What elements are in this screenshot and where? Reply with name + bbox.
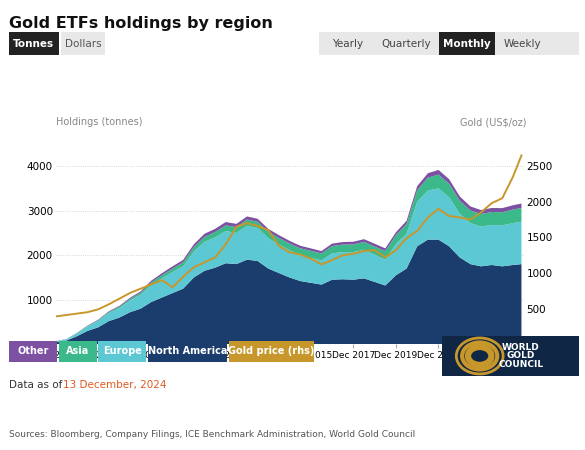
Bar — [229, 341, 314, 362]
Text: Quarterly: Quarterly — [381, 39, 431, 49]
Text: Data as of: Data as of — [9, 380, 66, 390]
Bar — [439, 32, 495, 55]
Text: Monthly: Monthly — [443, 39, 491, 49]
Text: Other: Other — [17, 346, 49, 356]
Bar — [319, 32, 579, 55]
Text: North America: North America — [148, 346, 227, 356]
Bar — [442, 336, 579, 376]
Text: COUNCIL: COUNCIL — [498, 360, 543, 369]
Bar — [58, 341, 97, 362]
Text: Europe: Europe — [103, 346, 142, 356]
Text: Gold (US$/oz): Gold (US$/oz) — [460, 117, 526, 127]
Text: 13 December, 2024: 13 December, 2024 — [63, 380, 167, 390]
Text: Asia: Asia — [66, 346, 89, 356]
Bar — [9, 341, 57, 362]
Text: Holdings (tonnes): Holdings (tonnes) — [56, 117, 142, 127]
Text: Dollars: Dollars — [65, 39, 102, 49]
Text: Gold ETFs holdings by region: Gold ETFs holdings by region — [9, 16, 273, 31]
Text: Gold price (rhs): Gold price (rhs) — [228, 346, 314, 356]
Text: Weekly: Weekly — [503, 39, 541, 49]
Text: Tonnes: Tonnes — [13, 39, 54, 49]
Text: WORLD: WORLD — [502, 343, 539, 352]
Text: GOLD: GOLD — [507, 351, 535, 360]
Bar — [148, 341, 227, 362]
Text: Yearly: Yearly — [332, 39, 363, 49]
Text: Sources: Bloomberg, Company Filings, ICE Benchmark Administration, World Gold Co: Sources: Bloomberg, Company Filings, ICE… — [9, 430, 415, 439]
Bar — [61, 32, 105, 55]
Bar — [9, 32, 58, 55]
Bar — [98, 341, 146, 362]
